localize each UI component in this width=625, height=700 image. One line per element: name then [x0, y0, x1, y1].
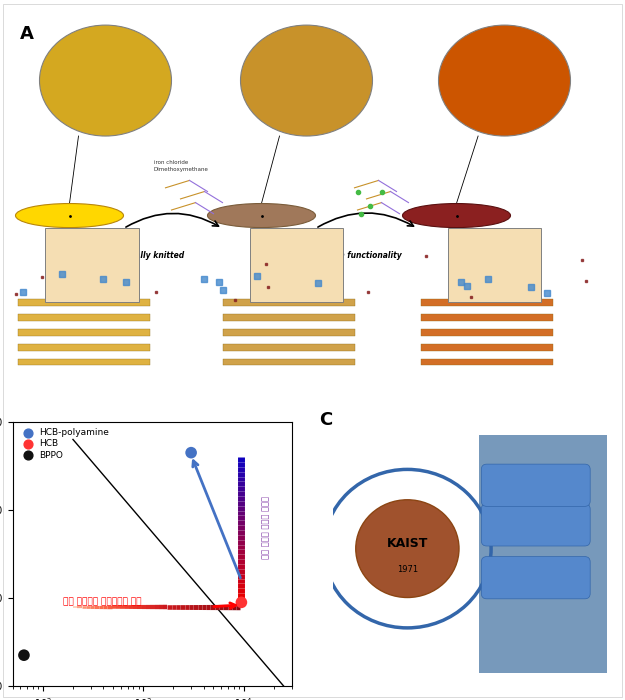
Text: Tailored with functionality: Tailored with functionality	[289, 251, 402, 260]
Bar	[222, 358, 354, 365]
Text: 기체 투과도를 혁신적으로 개선: 기체 투과도를 혁신적으로 개선	[62, 597, 141, 606]
Point	[186, 447, 196, 458]
Text: Dimethoxymethane: Dimethoxymethane	[154, 167, 208, 172]
Ellipse shape	[16, 204, 124, 228]
Text: C: C	[319, 412, 332, 429]
Bar	[339, 435, 473, 673]
Ellipse shape	[439, 25, 571, 136]
Bar	[222, 300, 354, 306]
Bar	[19, 300, 151, 306]
Bar	[421, 329, 552, 336]
Bar	[421, 300, 552, 306]
Bar	[19, 329, 151, 336]
Point	[19, 650, 29, 661]
Text: iron chloride: iron chloride	[154, 160, 188, 164]
Bar	[421, 358, 552, 365]
FancyBboxPatch shape	[481, 504, 590, 546]
Ellipse shape	[402, 204, 511, 228]
Circle shape	[356, 500, 459, 598]
Bar	[479, 435, 607, 673]
Bar	[249, 228, 342, 302]
Bar	[421, 344, 552, 351]
Bar	[19, 344, 151, 351]
Text: KAIST: KAIST	[387, 537, 428, 550]
Legend: HCB-polyamine, HCB, BPPO: HCB-polyamine, HCB, BPPO	[17, 426, 111, 461]
Point	[236, 597, 246, 608]
Bar	[19, 358, 151, 365]
Bar	[222, 344, 354, 351]
Bar	[421, 314, 552, 321]
Bar	[19, 314, 151, 321]
Ellipse shape	[39, 25, 171, 136]
Text: 1971: 1971	[397, 566, 418, 574]
Text: A: A	[20, 25, 34, 43]
FancyBboxPatch shape	[481, 464, 590, 506]
Bar	[448, 228, 541, 302]
Bar	[222, 329, 354, 336]
Text: Chemically knitted: Chemically knitted	[104, 251, 184, 260]
Ellipse shape	[208, 204, 316, 228]
Bar	[46, 228, 139, 302]
Text: 생산성 향상을 동시에 구현: 생산성 향상을 동시에 구현	[259, 496, 268, 559]
Bar	[222, 314, 354, 321]
Ellipse shape	[241, 25, 372, 136]
FancyBboxPatch shape	[481, 556, 590, 598]
